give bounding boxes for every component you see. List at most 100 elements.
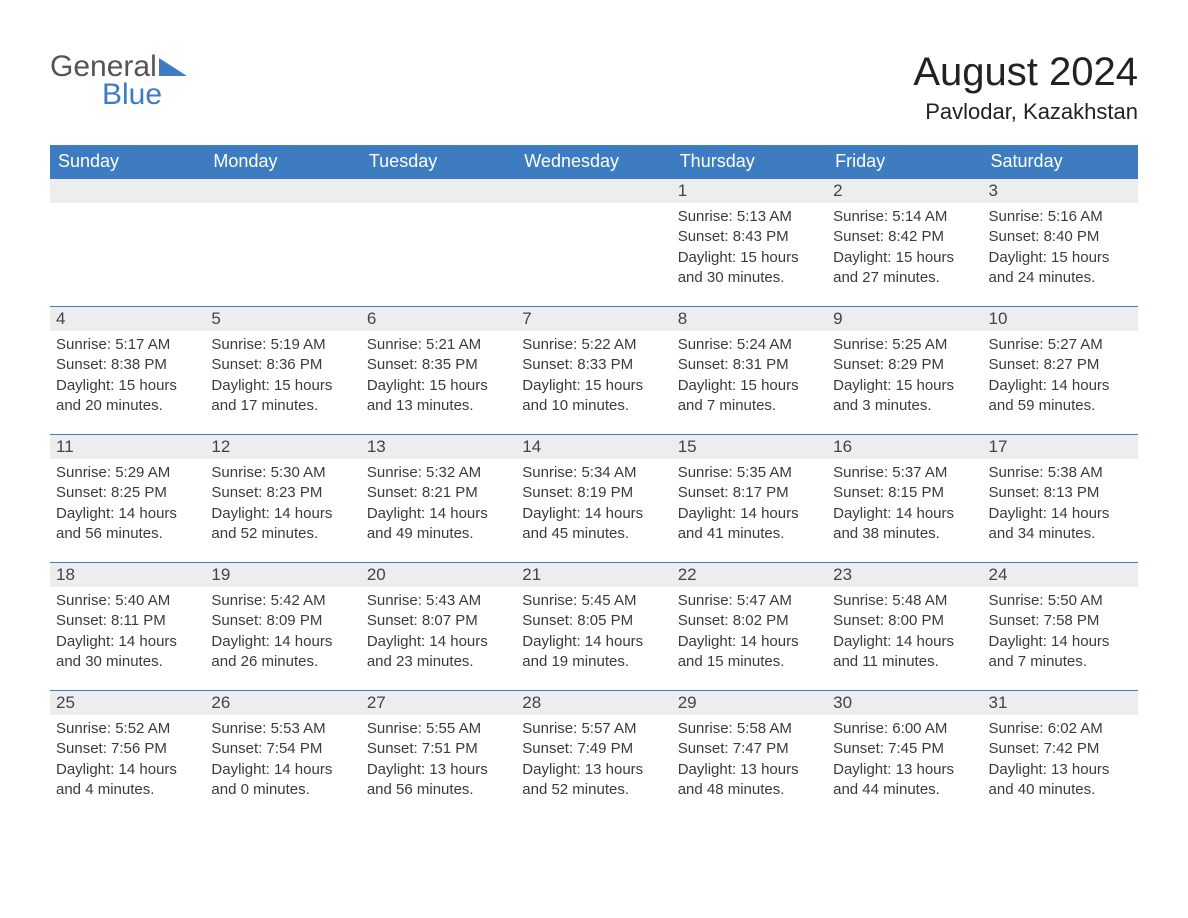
day-sunrise: Sunrise: 5:35 AM [678, 463, 821, 483]
day-dl2: and 27 minutes. [833, 268, 976, 288]
day-detail: Sunrise: 5:25 AMSunset: 8:29 PMDaylight:… [827, 331, 982, 416]
day-number: 31 [983, 691, 1138, 715]
day-sunset: Sunset: 8:13 PM [989, 483, 1132, 503]
day-header: Friday [827, 145, 982, 179]
day-dl2: and 0 minutes. [211, 780, 354, 800]
day-number: 21 [516, 563, 671, 587]
day-dl1: Daylight: 14 hours [211, 760, 354, 780]
week-row: 11Sunrise: 5:29 AMSunset: 8:25 PMDayligh… [50, 435, 1138, 563]
day-number: 17 [983, 435, 1138, 459]
day-number: 22 [672, 563, 827, 587]
day-sunrise: Sunrise: 5:37 AM [833, 463, 976, 483]
day-cell: 20Sunrise: 5:43 AMSunset: 8:07 PMDayligh… [361, 563, 516, 691]
day-number: 4 [50, 307, 205, 331]
day-dl2: and 4 minutes. [56, 780, 199, 800]
day-detail: Sunrise: 5:29 AMSunset: 8:25 PMDaylight:… [50, 459, 205, 544]
day-cell: 10Sunrise: 5:27 AMSunset: 8:27 PMDayligh… [983, 307, 1138, 435]
day-number: 27 [361, 691, 516, 715]
day-sunset: Sunset: 8:15 PM [833, 483, 976, 503]
day-cell: 22Sunrise: 5:47 AMSunset: 8:02 PMDayligh… [672, 563, 827, 691]
day-number: 14 [516, 435, 671, 459]
day-detail: Sunrise: 5:19 AMSunset: 8:36 PMDaylight:… [205, 331, 360, 416]
day-detail: Sunrise: 5:14 AMSunset: 8:42 PMDaylight:… [827, 203, 982, 288]
day-sunset: Sunset: 8:02 PM [678, 611, 821, 631]
day-sunrise: Sunrise: 5:38 AM [989, 463, 1132, 483]
day-detail: Sunrise: 5:16 AMSunset: 8:40 PMDaylight:… [983, 203, 1138, 288]
day-cell: 28 Sunrise: 5:57 AMSunset: 7:49 PMDayligh… [516, 691, 671, 819]
day-sunset: Sunset: 8:31 PM [678, 355, 821, 375]
day-cell: 21Sunrise: 5:45 AMSunset: 8:05 PMDayligh… [516, 563, 671, 691]
day-sunset: Sunset: 8:43 PM [678, 227, 821, 247]
day-sunset: Sunset: 8:05 PM [522, 611, 665, 631]
day-dl1: Daylight: 15 hours [833, 376, 976, 396]
day-detail: Sunrise: 5:27 AMSunset: 8:27 PMDaylight:… [983, 331, 1138, 416]
day-number: 10 [983, 307, 1138, 331]
day-cell: 7Sunrise: 5:22 AMSunset: 8:33 PMDaylight… [516, 307, 671, 435]
day-cell: 30Sunrise: 6:00 AMSunset: 7:45 PMDayligh… [827, 691, 982, 819]
day-header: Thursday [672, 145, 827, 179]
day-sunset: Sunset: 7:49 PM [522, 739, 665, 759]
day-sunset: Sunset: 7:47 PM [678, 739, 821, 759]
day-dl1: Daylight: 14 hours [989, 504, 1132, 524]
empty-day [361, 179, 516, 203]
day-sunset: Sunset: 8:23 PM [211, 483, 354, 503]
day-dl1: Daylight: 14 hours [833, 504, 976, 524]
day-sunset: Sunset: 7:58 PM [989, 611, 1132, 631]
day-number: 28 [516, 691, 671, 715]
day-header-row: Sunday Monday Tuesday Wednesday Thursday… [50, 145, 1138, 179]
day-detail: Sunrise: 5:52 AMSunset: 7:56 PMDaylight:… [50, 715, 205, 800]
day-number: 30 [827, 691, 982, 715]
day-dl2: and 7 minutes. [678, 396, 821, 416]
day-number: 5 [205, 307, 360, 331]
day-cell: 14Sunrise: 5:34 AMSunset: 8:19 PMDayligh… [516, 435, 671, 563]
day-sunset: Sunset: 8:07 PM [367, 611, 510, 631]
day-sunrise: Sunrise: 5:24 AM [678, 335, 821, 355]
day-sunrise: Sunrise: 5:30 AM [211, 463, 354, 483]
day-dl1: Daylight: 15 hours [367, 376, 510, 396]
day-cell: 31Sunrise: 6:02 AMSunset: 7:42 PMDayligh… [983, 691, 1138, 819]
day-sunrise: Sunrise: 5:17 AM [56, 335, 199, 355]
day-cell: 17 Sunrise: 5:38 AMSunset: 8:13 PMDayligh… [983, 435, 1138, 563]
day-sunset: Sunset: 8:09 PM [211, 611, 354, 631]
day-cell: 27Sunrise: 5:55 AMSunset: 7:51 PMDayligh… [361, 691, 516, 819]
day-sunrise: Sunrise: 5:47 AM [678, 591, 821, 611]
day-cell [205, 179, 360, 307]
day-dl2: and 34 minutes. [989, 524, 1132, 544]
day-sunrise: Sunrise: 5:34 AM [522, 463, 665, 483]
day-sunrise: Sunrise: 5:55 AM [367, 719, 510, 739]
day-dl2: and 17 minutes. [211, 396, 354, 416]
day-sunset: Sunset: 8:35 PM [367, 355, 510, 375]
day-sunrise: Sunrise: 5:43 AM [367, 591, 510, 611]
day-dl2: and 30 minutes. [678, 268, 821, 288]
day-header: Wednesday [516, 145, 671, 179]
day-sunrise: Sunrise: 5:57 AM [522, 719, 665, 739]
day-dl2: and 3 minutes. [833, 396, 976, 416]
day-cell: 8 Sunrise: 5:24 AMSunset: 8:31 PMDaylight… [672, 307, 827, 435]
day-sunset: Sunset: 8:40 PM [989, 227, 1132, 247]
day-detail: Sunrise: 5:43 AMSunset: 8:07 PMDaylight:… [361, 587, 516, 672]
day-sunrise: Sunrise: 5:40 AM [56, 591, 199, 611]
header: General Blue August 2024 Pavlodar, Kazak… [50, 50, 1138, 125]
day-number: 23 [827, 563, 982, 587]
day-sunset: Sunset: 7:42 PM [989, 739, 1132, 759]
day-detail: Sunrise: 5:22 AMSunset: 8:33 PMDaylight:… [516, 331, 671, 416]
day-dl1: Daylight: 15 hours [989, 248, 1132, 268]
day-dl1: Daylight: 13 hours [522, 760, 665, 780]
day-detail: Sunrise: 5:47 AMSunset: 8:02 PMDaylight:… [672, 587, 827, 672]
day-sunrise: Sunrise: 5:13 AM [678, 207, 821, 227]
day-dl1: Daylight: 14 hours [989, 376, 1132, 396]
day-dl2: and 45 minutes. [522, 524, 665, 544]
day-sunrise: Sunrise: 5:42 AM [211, 591, 354, 611]
day-header: Tuesday [361, 145, 516, 179]
day-number: 20 [361, 563, 516, 587]
day-detail: Sunrise: 5:35 AMSunset: 8:17 PMDaylight:… [672, 459, 827, 544]
day-cell: 15Sunrise: 5:35 AMSunset: 8:17 PMDayligh… [672, 435, 827, 563]
day-detail: Sunrise: 6:02 AMSunset: 7:42 PMDaylight:… [983, 715, 1138, 800]
day-dl1: Daylight: 15 hours [678, 376, 821, 396]
day-number: 8 [672, 307, 827, 331]
day-dl1: Daylight: 14 hours [833, 632, 976, 652]
day-number: 19 [205, 563, 360, 587]
day-dl1: Daylight: 14 hours [522, 504, 665, 524]
day-dl2: and 11 minutes. [833, 652, 976, 672]
day-dl2: and 30 minutes. [56, 652, 199, 672]
